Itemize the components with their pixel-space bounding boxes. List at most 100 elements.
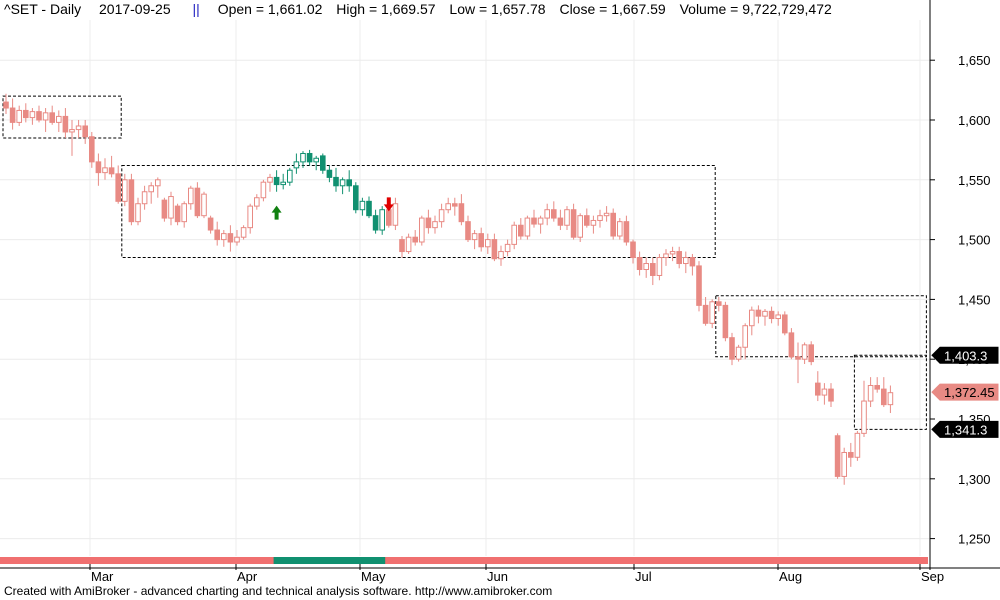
candle-body [755, 309, 762, 317]
candle-body [214, 229, 220, 241]
credit-text: Created with AmiBroker - advanced charti… [4, 584, 553, 598]
candle-body [188, 187, 194, 205]
candle-body [518, 224, 524, 237]
buy-arrow-icon [271, 205, 282, 220]
candle-body [788, 332, 795, 358]
candle-body [735, 346, 742, 360]
candle-body [702, 304, 709, 324]
candle-body [240, 227, 247, 238]
candle-body [504, 243, 511, 253]
candle-body [623, 221, 630, 243]
signal-layer [271, 197, 394, 220]
candle-body [531, 217, 537, 225]
candle-body [716, 301, 722, 306]
candle-body [392, 203, 399, 226]
candle-body [452, 203, 458, 207]
y-tick-label: 1,250 [958, 532, 991, 547]
candle-body [75, 125, 82, 131]
candle-body [42, 112, 49, 121]
candle-body [597, 215, 603, 221]
candle-body [128, 179, 135, 223]
candle-body [234, 236, 240, 243]
ribbon-layer [0, 557, 928, 564]
candle-body [399, 239, 405, 253]
candle-body [333, 176, 339, 187]
candle-body [56, 115, 62, 123]
candle-body [650, 263, 656, 276]
price-marker-text: 1,372.45 [944, 385, 995, 400]
candle-body [485, 239, 491, 248]
candle-body [135, 203, 141, 223]
candle-body [696, 265, 702, 306]
price-marker-shape [931, 383, 999, 401]
candle-body [821, 388, 828, 396]
x-tick-label: Apr [237, 569, 258, 584]
candle-body [749, 309, 755, 327]
candle-body [854, 432, 861, 458]
candle-body [610, 212, 617, 237]
candle-body [551, 209, 557, 219]
price-marker-text: 1,341.3 [944, 422, 987, 437]
close-label: Close = 1,667.59 [559, 1, 666, 17]
candle-body [254, 197, 260, 207]
price-box [715, 295, 927, 358]
candle-body [300, 152, 306, 163]
candle-body [108, 167, 115, 175]
box-layer [2, 95, 927, 430]
candle-layer [3, 93, 894, 485]
candle-body [458, 203, 465, 223]
candle-body [102, 167, 108, 174]
candle-body [346, 179, 352, 187]
symbol-label: ^SET - Daily [4, 1, 82, 17]
price-marker: 1,372.45 [931, 383, 999, 401]
candle-body [709, 301, 716, 324]
candle-body [359, 200, 366, 211]
candle-body [161, 199, 168, 219]
candle-body [174, 205, 181, 223]
candle-body [887, 392, 894, 406]
candle-body [425, 217, 432, 229]
candle-body [419, 217, 425, 243]
candle-body [524, 217, 531, 237]
candle-body [339, 179, 346, 187]
candle-body [663, 253, 669, 259]
candle-body [729, 337, 735, 360]
y-tick-label: 1,600 [958, 113, 991, 128]
candle-body [768, 310, 775, 320]
candle-body [445, 203, 451, 211]
candle-body [207, 217, 214, 231]
candle-body [379, 209, 385, 231]
candle-body [115, 173, 122, 202]
price-box [121, 164, 716, 259]
price-marker-text: 1,403.3 [944, 348, 987, 363]
price-marker: 1,341.3 [931, 420, 999, 438]
candle-body [168, 196, 174, 219]
candle-body [326, 169, 333, 178]
candle-body [49, 112, 56, 123]
candle-body [643, 263, 650, 270]
candle-body [808, 344, 815, 363]
candle-body [69, 129, 75, 133]
ribbon-signal-segment [273, 557, 386, 564]
y-tick-label: 1,500 [958, 233, 991, 248]
y-tick-label: 1,450 [958, 292, 991, 307]
candle-body [29, 111, 36, 119]
candle-body [603, 212, 610, 217]
price-marker-shape [931, 346, 999, 364]
x-tick-label: Mar [91, 569, 114, 584]
candle-body [498, 251, 504, 260]
candle-body [194, 187, 201, 217]
candle-body [874, 385, 881, 390]
y-tick-label: 1,550 [958, 173, 991, 188]
candle-body [247, 205, 253, 229]
candle-body [306, 152, 313, 163]
candle-body [62, 115, 69, 133]
candle-body [762, 310, 768, 317]
candle-body [432, 221, 438, 229]
candle-body [95, 161, 102, 174]
y-tick-label: 1,650 [958, 53, 991, 68]
axis-layer: MarAprMayJunJulAugSep1,2501,3001,3501,40… [0, 0, 1000, 584]
candle-body [89, 136, 95, 163]
